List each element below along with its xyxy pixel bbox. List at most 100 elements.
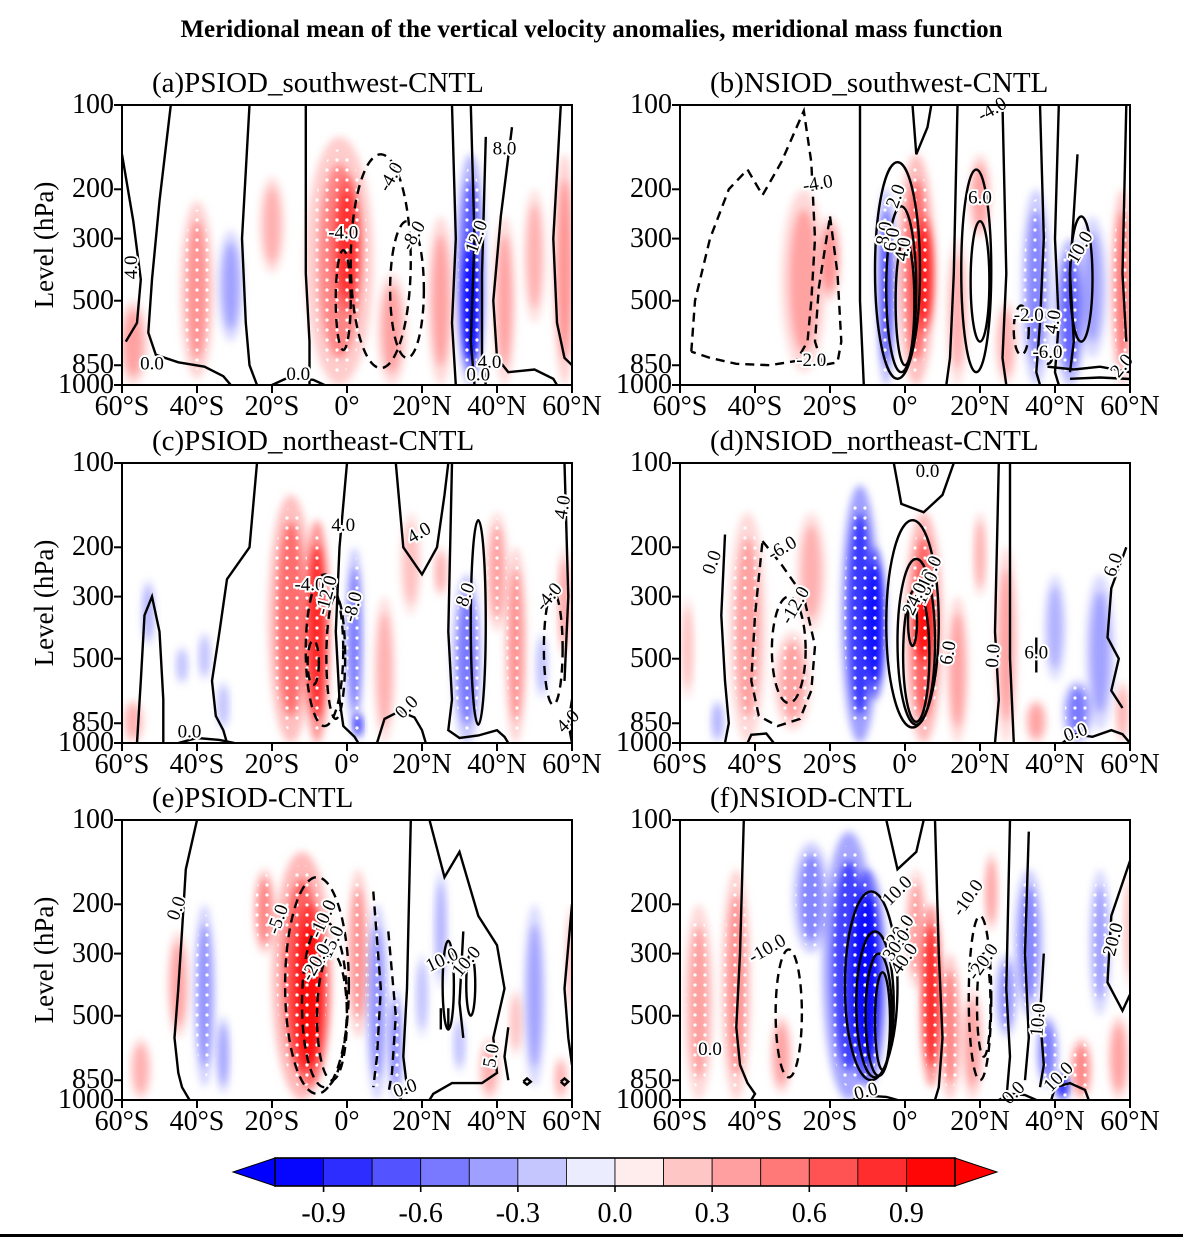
- y-tick-label: 100: [72, 447, 114, 478]
- x-tick-label: 20°N: [392, 749, 452, 780]
- contour-label: 10.0: [1026, 1003, 1050, 1038]
- x-tick-label: 20°N: [950, 749, 1010, 780]
- y-tick-label: 100: [630, 89, 672, 120]
- contour-label: -6.0: [764, 532, 801, 565]
- y-tick-label: 300: [630, 580, 672, 612]
- x-tick-label: 60°N: [542, 391, 602, 422]
- x-tick-label: 0°: [892, 391, 918, 422]
- contour-label: -4.0: [801, 171, 834, 197]
- y-tick-label: 500: [630, 284, 672, 316]
- contour-label: 0.0: [140, 353, 164, 374]
- y-tick-label: 100: [630, 804, 672, 835]
- x-tick-label: 60°N: [1100, 391, 1160, 422]
- contour-label: 0.0: [998, 1077, 1030, 1109]
- axes-layer: [114, 104, 573, 393]
- contour-label: 5.0: [479, 1042, 504, 1069]
- contour-label: 0.0: [466, 364, 490, 385]
- x-tick-label: 60°N: [1100, 749, 1160, 780]
- contour-layer: [720, 463, 1130, 743]
- x-tick-label: 60°S: [94, 749, 150, 780]
- contour-label: 6.0: [1024, 643, 1048, 664]
- y-tick-label: 300: [630, 222, 672, 254]
- x-tick-label: 20°N: [392, 391, 452, 422]
- x-tick-label: 40°S: [169, 749, 225, 780]
- contour-layer: [122, 105, 572, 385]
- contour-label: 0.0: [286, 364, 310, 385]
- panel-title-f: (f)NSIOD-CNTL: [710, 782, 913, 814]
- colorbar-tick-label: 0.6: [792, 1198, 827, 1229]
- x-tick-label: 60°N: [1100, 1106, 1160, 1137]
- contour-label: 8.0: [493, 138, 517, 159]
- x-tick-label: 40°N: [1025, 749, 1085, 780]
- panel-e-plot: 0.0 -5.0 -10.0-15.0-20.0 10.010.05.00.0: [114, 819, 573, 1108]
- panel-title-b: (b)NSIOD_southwest-CNTL: [710, 67, 1049, 99]
- colorbar-tick-label: 0.0: [598, 1198, 633, 1229]
- contour-layer: [735, 820, 1130, 1100]
- contour-label: -10.0: [745, 930, 790, 968]
- contour-label: 4.0: [121, 255, 142, 279]
- y-tick-label: 850: [72, 1064, 114, 1096]
- y-tick-label: 200: [630, 173, 672, 205]
- contour-label: 0.0: [698, 1039, 722, 1060]
- contour-label: 6.0: [880, 226, 905, 253]
- colorbar-tick-label: 0.9: [889, 1198, 924, 1229]
- contour-label: 4.0: [1041, 308, 1066, 335]
- x-tick-label: 20°S: [244, 749, 300, 780]
- y-tick-label: 100: [630, 447, 672, 478]
- y-tick-label: 500: [72, 642, 114, 674]
- x-tick-label: 60°S: [652, 749, 708, 780]
- y-tick-label: 850: [630, 1064, 672, 1096]
- x-tick-label: 40°N: [467, 1106, 527, 1137]
- y-tick-label: 500: [630, 999, 672, 1031]
- contour-label: -4.0: [294, 574, 324, 595]
- y-tick-label: 1000: [58, 1084, 114, 1115]
- x-tick-label: 40°S: [727, 749, 783, 780]
- x-tick-label: 40°S: [727, 391, 783, 422]
- panel-d-plot: 0.00.0 -6.0-12.012.018.024.06.0 0.0 6.06.00…: [672, 459, 1131, 751]
- y-axis-label: Level (hPa): [29, 896, 59, 1024]
- x-tick-label: 20°S: [244, 1106, 300, 1137]
- colorbar-right-arrow: [954, 1157, 999, 1187]
- x-tick-label: 20°N: [950, 391, 1010, 422]
- y-tick-label: 100: [72, 804, 114, 835]
- contour-label: 4.0: [478, 352, 502, 373]
- y-tick-label: 1000: [616, 727, 672, 758]
- x-tick-label: 40°N: [467, 749, 527, 780]
- x-tick-label: 20°S: [802, 1106, 858, 1137]
- contour-label: 4.0: [331, 515, 355, 536]
- panel-c-plot: 0.04.0-4.0-12.0-8.04.08.00.0-4.04.04.0: [114, 462, 586, 751]
- colorbar: -0.9 -0.6 -0.3 0.0 0.3 0.6 0.9: [225, 1150, 1005, 1245]
- x-tick-label: 40°N: [1025, 391, 1085, 422]
- y-tick-label: 300: [72, 937, 114, 969]
- x-tick-label: 0°: [334, 749, 360, 780]
- contour-layer: [690, 105, 1130, 385]
- x-tick-label: 20°S: [244, 391, 300, 422]
- x-tick-label: 60°S: [94, 1106, 150, 1137]
- y-axis-label: Level (hPa): [29, 181, 59, 309]
- x-tick-label: 60°S: [652, 1106, 708, 1137]
- axes-layer: [672, 819, 1131, 1108]
- y-tick-label: 200: [630, 888, 672, 920]
- y-tick-label: 1000: [58, 727, 114, 758]
- x-tick-label: 60°N: [542, 749, 602, 780]
- axes-layer: [672, 104, 1131, 393]
- colorbar-tick-label: -0.3: [496, 1198, 540, 1229]
- y-tick-label: 200: [72, 531, 114, 563]
- y-axis-label: Level (hPa): [29, 539, 59, 667]
- x-tick-label: 40°N: [467, 391, 527, 422]
- y-tick-label: 500: [630, 642, 672, 674]
- y-tick-label: 500: [72, 999, 114, 1031]
- x-tick-label: 20°S: [802, 749, 858, 780]
- panel-f-plot: 0.0-10.010.020.030.040.0-10.0-20.010.010…: [672, 819, 1131, 1111]
- figure-title: Meridional mean of the vertical velocity…: [180, 16, 1003, 43]
- y-tick-label: 300: [72, 222, 114, 254]
- page-bottom-rule: [0, 1234, 1183, 1237]
- contour-label: 0.0: [178, 721, 202, 742]
- contour-label: 0.0: [163, 894, 191, 924]
- y-tick-label: 1000: [616, 369, 672, 400]
- panel-title-a: (a)PSIOD_southwest-CNTL: [152, 67, 484, 99]
- axes-layer: [114, 819, 573, 1108]
- x-tick-label: 60°N: [542, 1106, 602, 1137]
- contour-layer: [173, 820, 572, 1100]
- panel-title-d: (d)NSIOD_northeast-CNTL: [710, 425, 1039, 457]
